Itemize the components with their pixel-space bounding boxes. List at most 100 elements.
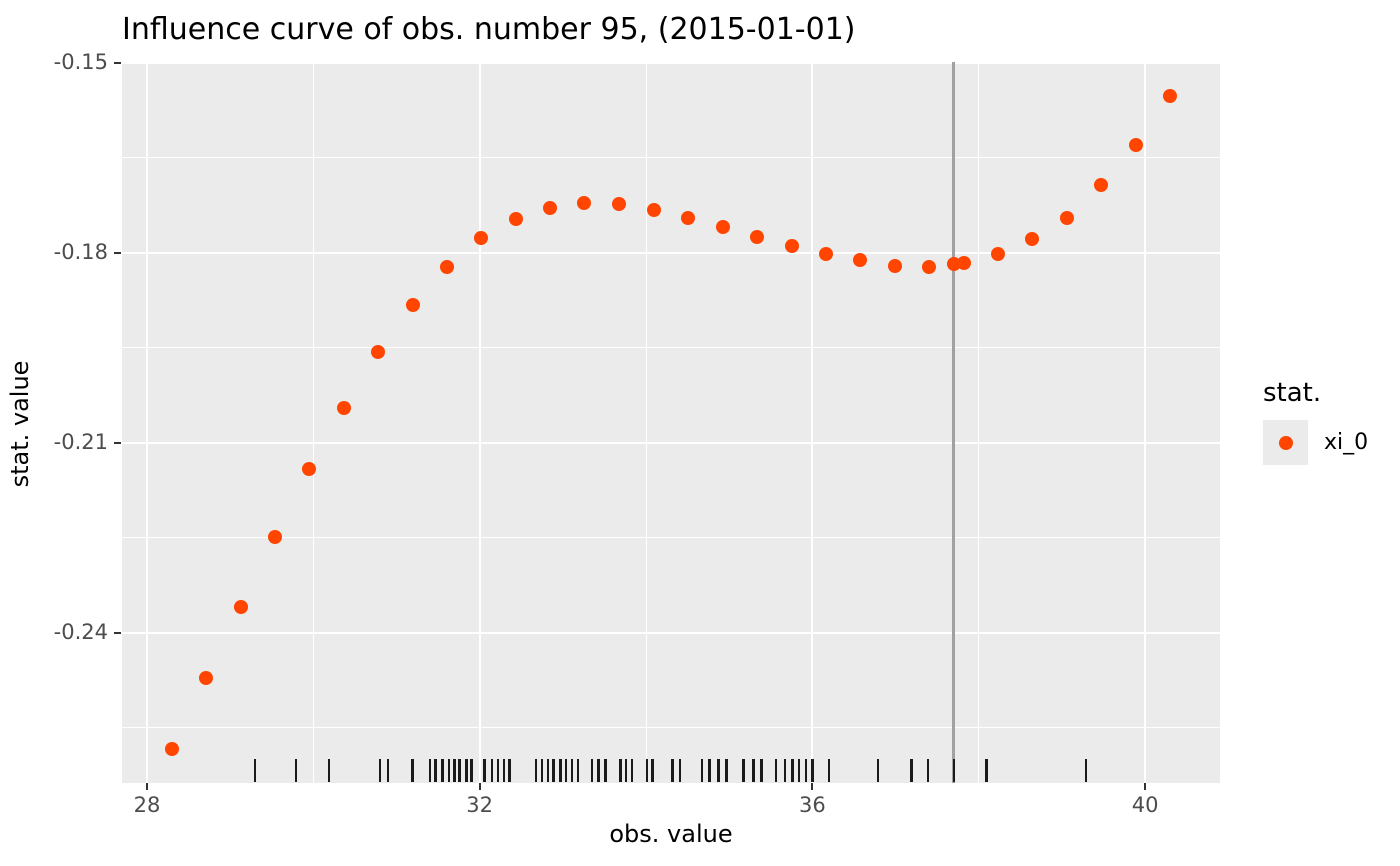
rug-mark (458, 759, 461, 782)
data-point (543, 201, 558, 215)
rug-mark (327, 759, 331, 782)
x-major-gridline (478, 62, 481, 783)
rug-mark (624, 759, 628, 782)
rug-mark (590, 759, 594, 782)
rug-mark (483, 759, 486, 782)
x-minor-gridline (312, 62, 314, 783)
data-point (784, 239, 799, 253)
rug-mark (742, 759, 745, 782)
data-point (956, 256, 971, 271)
x-major-gridline (811, 62, 814, 783)
rug-mark (502, 759, 506, 782)
plot-title: Influence curve of obs. number 95, (2015… (122, 12, 856, 47)
data-point (990, 247, 1005, 262)
rug-mark (540, 759, 544, 782)
y-major-gridline (122, 441, 1220, 444)
x-tick-mark (145, 783, 148, 790)
x-major-gridline (1144, 62, 1147, 783)
plot-panel (122, 62, 1220, 783)
x-minor-gridline (978, 62, 980, 783)
rug-mark (386, 759, 390, 782)
data-point (302, 461, 317, 476)
y-major-gridline (122, 631, 1220, 634)
data-point (715, 220, 730, 234)
data-point (577, 195, 592, 210)
data-point (921, 259, 936, 274)
rug-mark (434, 759, 437, 782)
rug-mark (428, 759, 432, 782)
rug-mark (253, 759, 257, 782)
data-point (646, 202, 661, 217)
observation-vline (952, 62, 956, 783)
y-axis-title: stat. value (6, 360, 34, 488)
rug-mark (827, 759, 831, 782)
y-tick-mark (114, 251, 121, 254)
y-tick-label: -0.18 (53, 239, 108, 264)
rug-mark (570, 759, 574, 782)
data-point (337, 401, 352, 416)
rug-mark (470, 759, 473, 782)
data-point (474, 230, 489, 245)
legend: stat. xi_0 (1255, 378, 1368, 465)
rug-mark (490, 759, 494, 782)
rug-mark (797, 759, 801, 782)
rug-mark (447, 759, 451, 782)
rug-mark (910, 759, 913, 782)
rug-mark (952, 759, 956, 782)
data-point (818, 247, 833, 262)
rug-mark (752, 759, 755, 782)
data-point (371, 344, 386, 359)
data-point (749, 230, 764, 245)
rug-mark (671, 759, 674, 782)
data-point (681, 211, 696, 226)
y-tick-mark (114, 62, 121, 64)
data-point (440, 259, 455, 274)
legend-entry: xi_0 (1255, 420, 1368, 465)
rug-mark (811, 759, 814, 782)
legend-title: stat. (1263, 378, 1322, 408)
data-point (612, 197, 627, 212)
data-point (1094, 178, 1109, 193)
rug-mark (597, 759, 600, 782)
rug-mark (294, 759, 298, 782)
legend-key-point-icon (1278, 435, 1293, 450)
rug-mark (604, 759, 607, 782)
rug-mark (678, 759, 682, 782)
rug-mark (564, 759, 568, 782)
rug-mark (619, 759, 622, 782)
data-point (1128, 137, 1143, 152)
y-minor-gridline (122, 727, 1220, 729)
y-tick-label: -0.21 (53, 429, 108, 454)
data-point (509, 211, 524, 226)
y-major-gridline (122, 251, 1220, 254)
y-tick-label: -0.24 (53, 619, 108, 644)
data-point (1059, 210, 1074, 225)
rug-mark (645, 759, 649, 782)
y-minor-gridline (122, 537, 1220, 539)
y-major-gridline (122, 62, 1220, 64)
y-tick-mark (114, 631, 121, 634)
y-tick-label: -0.15 (53, 50, 108, 74)
rug-mark (876, 759, 880, 782)
x-tick-mark (811, 783, 814, 790)
rug-mark (441, 759, 444, 782)
x-axis-title: obs. value (609, 820, 733, 848)
data-point (233, 599, 248, 614)
legend-key (1263, 420, 1308, 465)
rug-mark (783, 759, 787, 782)
rug-mark (985, 759, 988, 782)
legend-item-label: xi_0 (1324, 430, 1369, 455)
x-major-gridline (145, 62, 148, 783)
data-point (406, 297, 421, 312)
data-point (1163, 88, 1178, 103)
data-point (852, 252, 867, 267)
rug-mark (576, 759, 580, 782)
rug-mark (1084, 759, 1088, 782)
x-tick-label: 40 (1131, 793, 1159, 817)
rug-mark (378, 759, 382, 782)
rug-mark (465, 759, 468, 782)
data-point (268, 529, 283, 544)
rug-mark (453, 759, 456, 782)
x-tick-mark (478, 783, 481, 790)
